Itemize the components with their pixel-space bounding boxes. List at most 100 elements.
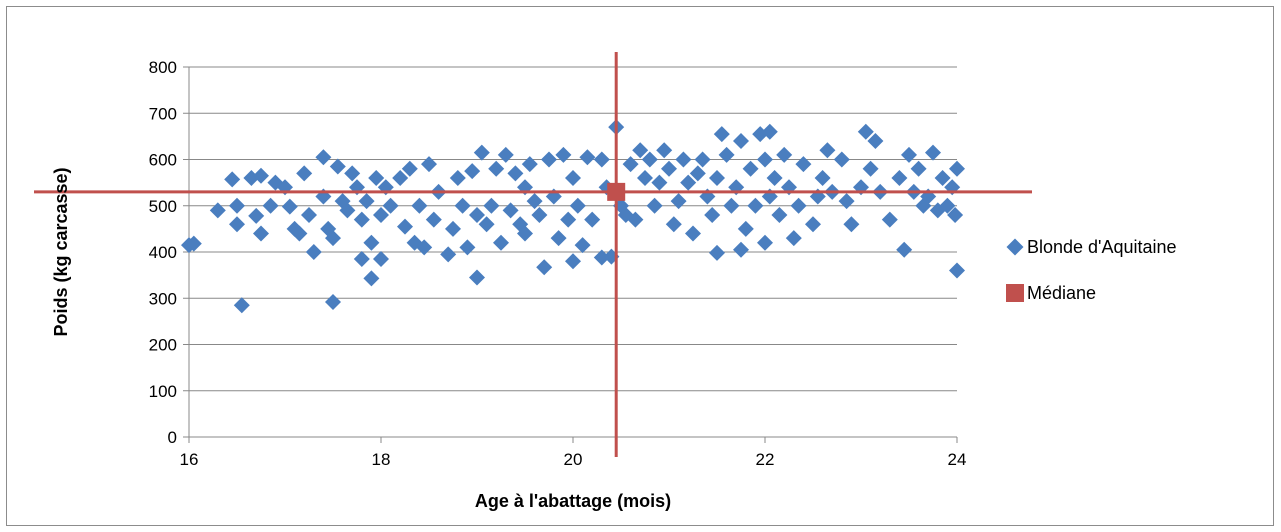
data-point: [401, 160, 418, 177]
chart-frame: 0 100 200 300 400 500 600 700 800 16 18 20 22 24 Age …: [6, 6, 1274, 526]
data-point: [301, 207, 317, 223]
data-point: [651, 174, 668, 191]
data-point: [565, 170, 581, 186]
data-point: [949, 160, 965, 177]
data-point: [569, 197, 586, 214]
data-point: [315, 149, 332, 166]
data-point: [680, 174, 697, 191]
legend-item-mediane: Médiane: [1006, 283, 1096, 303]
data-point: [656, 142, 673, 159]
x-tick-label: 24: [948, 450, 967, 469]
data-point: [339, 202, 356, 219]
data-point: [541, 151, 557, 168]
data-point: [305, 244, 322, 260]
data-point: [949, 262, 965, 279]
data-point: [233, 297, 250, 314]
data-point: [579, 149, 596, 166]
data-point: [497, 146, 514, 163]
data-point: [867, 133, 884, 149]
data-point: [709, 244, 725, 261]
data-point: [934, 170, 951, 186]
data-point: [421, 156, 437, 173]
data-point: [757, 234, 773, 251]
data-point: [445, 220, 461, 237]
data-point: [574, 237, 591, 254]
data-point: [416, 239, 433, 256]
data-point: [325, 293, 341, 310]
x-tick-label: 16: [180, 450, 199, 469]
data-point: [411, 197, 428, 214]
data-point: [819, 142, 836, 159]
data-point: [737, 220, 754, 237]
x-tick-label: 22: [756, 450, 775, 469]
data-point: [646, 197, 663, 214]
data-point: [805, 216, 821, 233]
data-point: [665, 216, 682, 233]
data-point: [464, 163, 481, 180]
legend-marker-blonde: [1006, 238, 1024, 256]
data-point: [713, 126, 730, 143]
data-point: [733, 241, 749, 258]
data-point: [185, 235, 202, 252]
y-tick-label: 800: [149, 58, 177, 77]
data-point: [425, 211, 442, 228]
legend-marker-mediane: [1006, 284, 1024, 302]
data-point: [685, 225, 701, 242]
data-point: [641, 151, 658, 168]
data-point: [373, 207, 389, 223]
data-point: [392, 170, 409, 186]
data-point: [704, 207, 721, 223]
data-point: [790, 197, 807, 214]
y-tick-label: 100: [149, 382, 177, 401]
data-point: [459, 239, 476, 256]
data-point: [757, 151, 773, 168]
y-tick-label: 300: [149, 289, 177, 308]
data-point: [627, 211, 644, 228]
legend-label-mediane: Médiane: [1027, 283, 1096, 303]
data-point: [891, 170, 908, 186]
data-point: [531, 207, 548, 223]
data-point: [483, 197, 500, 214]
data-point: [833, 151, 850, 168]
data-point: [469, 269, 485, 286]
y-tick-label: 700: [149, 104, 177, 123]
data-point: [253, 225, 269, 242]
data-point: [742, 160, 759, 177]
data-point: [939, 197, 956, 214]
y-tick-label: 500: [149, 197, 177, 216]
median-point: [607, 182, 626, 201]
x-axis-title: Age à l'abattage (mois): [475, 491, 671, 511]
data-point: [761, 123, 778, 140]
data-point: [353, 250, 370, 267]
data-point: [454, 197, 471, 214]
data-point: [262, 197, 279, 214]
data-point: [584, 211, 601, 228]
data-point: [291, 225, 308, 242]
data-point: [493, 234, 509, 251]
data-point: [473, 144, 490, 161]
data-point: [718, 146, 735, 163]
data-point: [281, 198, 298, 215]
data-point: [776, 146, 793, 163]
y-tick-label: 0: [168, 428, 177, 447]
data-point: [670, 193, 687, 210]
data-point: [785, 230, 802, 247]
legend-item-blonde: Blonde d'Aquitaine: [1006, 237, 1177, 257]
data-point: [560, 211, 577, 228]
data-point: [224, 171, 241, 188]
data-point: [368, 170, 385, 186]
x-tick-label: 18: [372, 450, 391, 469]
data-point: [637, 170, 653, 186]
data-point: [440, 246, 457, 263]
data-point: [593, 249, 610, 266]
y-tick-label: 600: [149, 151, 177, 170]
y-tick-label: 200: [149, 336, 177, 355]
data-point: [358, 193, 375, 210]
data-point: [622, 156, 639, 173]
data-point: [296, 165, 313, 182]
legend-label-blonde: Blonde d'Aquitaine: [1027, 237, 1177, 257]
data-point: [253, 167, 269, 184]
data-point: [947, 207, 964, 223]
legend: Blonde d'Aquitaine Médiane: [1006, 237, 1177, 303]
data-point: [555, 146, 572, 163]
